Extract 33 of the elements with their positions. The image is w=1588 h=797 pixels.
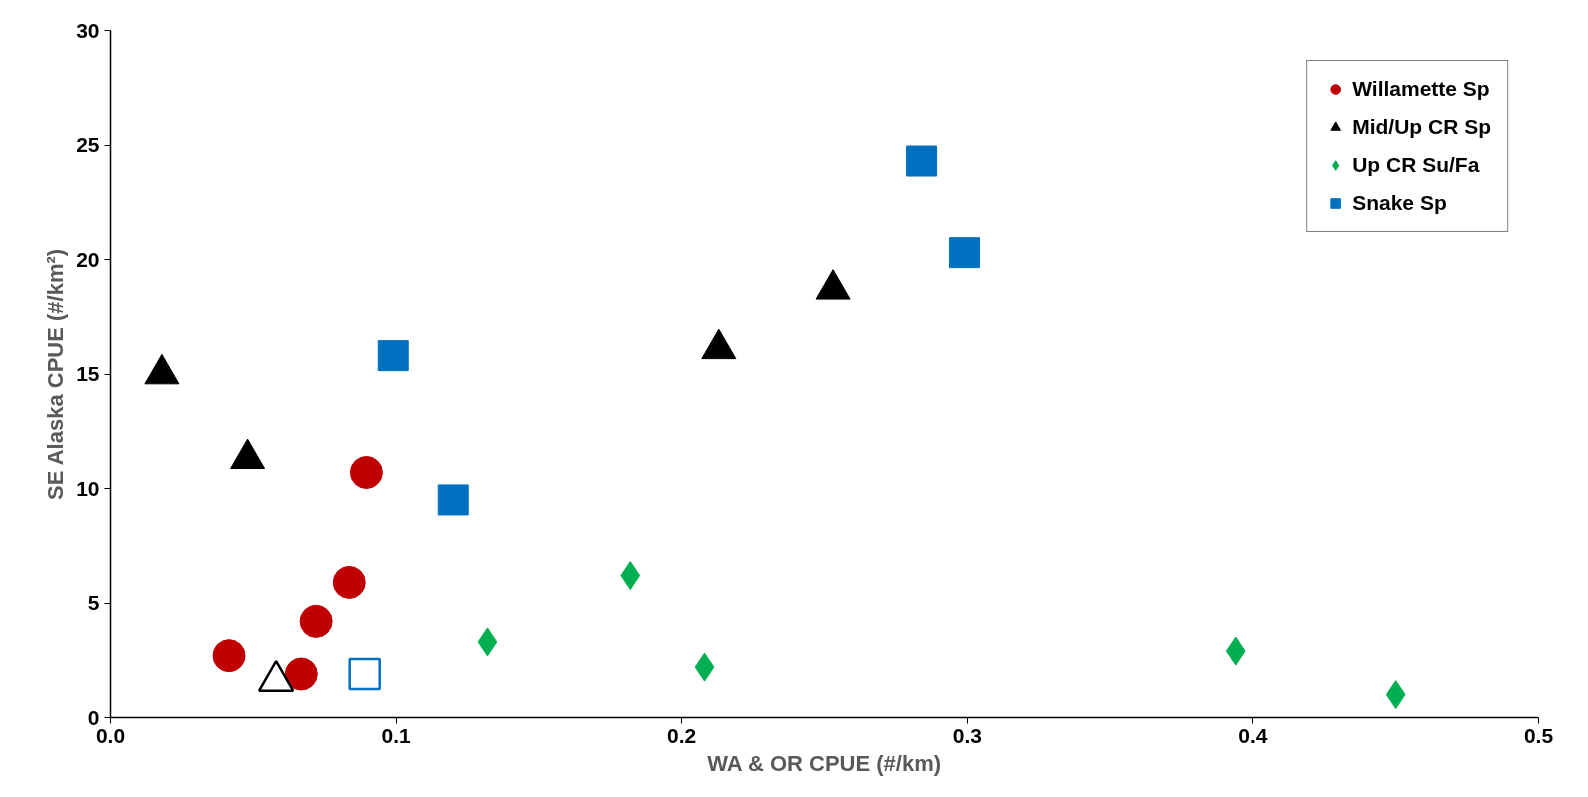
x-tick-label: 0.3 <box>952 723 982 747</box>
point <box>906 145 938 177</box>
x-tick-label: 0.1 <box>381 723 412 747</box>
y-axis-title: SE Alaska CPUE (#/km²) <box>43 248 69 500</box>
x-tick-label: 0.2 <box>667 723 697 747</box>
y-tick-label: 25 <box>76 133 100 156</box>
point <box>1385 680 1406 710</box>
point <box>299 604 333 638</box>
legend-label: Snake Sp <box>1352 191 1447 215</box>
y-tick-label: 0 <box>87 705 100 729</box>
point <box>212 639 246 673</box>
x-tick-label: 0.4 <box>1238 723 1268 747</box>
y-tick-label: 10 <box>76 476 100 500</box>
y-tick-label: 30 <box>76 18 100 42</box>
y-tick-label: 15 <box>76 362 100 385</box>
point <box>694 652 715 682</box>
point <box>377 340 409 372</box>
point <box>477 627 498 657</box>
point <box>348 657 381 691</box>
point <box>332 565 366 599</box>
x-axis-title: WA & OR CPUE (#/km) <box>707 750 942 776</box>
x-tick-label: 0.5 <box>1523 723 1554 747</box>
point <box>948 237 980 269</box>
point <box>349 456 383 489</box>
y-tick-label: 20 <box>76 247 100 271</box>
point <box>620 561 641 591</box>
point <box>284 657 318 691</box>
y-tick-label: 5 <box>87 591 100 614</box>
legend-label: Mid/Up CR Sp <box>1352 115 1491 139</box>
point <box>1225 636 1246 666</box>
legend-label: Willamette Sp <box>1352 77 1490 101</box>
legend-label: Up CR Su/Fa <box>1352 153 1480 177</box>
point <box>437 484 469 516</box>
